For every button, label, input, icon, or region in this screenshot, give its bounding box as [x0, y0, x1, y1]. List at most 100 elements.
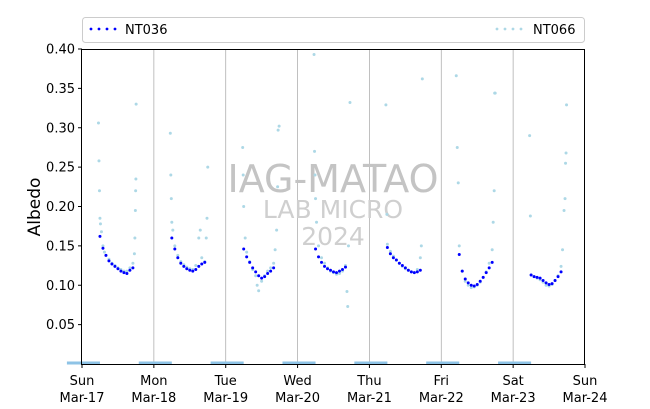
- watermark: IAG-MATAO LAB MICRO 2024: [227, 157, 438, 251]
- x-tick-label-day: Fri: [434, 374, 450, 389]
- data-point: [484, 271, 488, 275]
- data-point: [463, 277, 467, 281]
- data-point: [348, 101, 352, 105]
- y-tick-label: 0.40: [46, 43, 75, 58]
- data-point: [317, 244, 321, 248]
- data-point: [188, 268, 192, 272]
- watermark-line-2: LAB MICRO: [263, 195, 403, 224]
- data-point: [276, 185, 280, 189]
- data-point: [257, 289, 261, 293]
- data-point: [179, 261, 183, 265]
- x-tick-label-date: Mar-22: [419, 391, 464, 406]
- data-point: [466, 283, 470, 287]
- data-point: [98, 222, 102, 226]
- data-point: [273, 248, 277, 252]
- data-point: [104, 253, 108, 257]
- series-nt036: [98, 234, 563, 288]
- x-tick-label-date: Mar-23: [491, 391, 536, 406]
- data-point: [182, 264, 186, 268]
- data-point: [266, 271, 270, 275]
- data-point: [198, 228, 202, 232]
- legend-label-nt066: NT066: [533, 23, 575, 38]
- data-point: [493, 91, 497, 95]
- data-point: [406, 268, 410, 272]
- x-tick-label-day: Mon: [140, 374, 167, 389]
- data-point: [276, 128, 280, 132]
- data-point: [561, 248, 565, 252]
- data-point: [241, 173, 245, 177]
- data-point: [131, 266, 135, 270]
- x-tick-label-day: Thu: [356, 374, 381, 389]
- data-point: [418, 268, 422, 272]
- data-point: [168, 131, 172, 135]
- x-tick-label-day: Sun: [70, 374, 95, 389]
- data-point: [197, 264, 201, 268]
- data-point: [415, 270, 419, 274]
- data-point: [563, 197, 567, 201]
- data-point: [116, 267, 120, 271]
- data-point: [113, 264, 117, 268]
- data-point: [255, 283, 259, 287]
- data-point: [173, 244, 177, 248]
- data-point: [538, 276, 542, 280]
- data-point: [133, 236, 137, 240]
- data-point: [469, 286, 473, 290]
- data-point: [469, 283, 473, 287]
- data-points: [96, 53, 569, 309]
- legend-label-nt036: NT036: [125, 23, 167, 38]
- data-point: [312, 53, 316, 57]
- data-point: [491, 220, 495, 224]
- data-point: [133, 208, 137, 212]
- data-point: [346, 305, 350, 309]
- data-point: [257, 274, 261, 278]
- data-point: [266, 269, 270, 273]
- y-tick-label: 0.20: [46, 200, 75, 215]
- watermark-line-1: IAG-MATAO: [227, 157, 438, 201]
- data-point: [251, 266, 255, 270]
- data-point: [96, 121, 100, 125]
- data-point: [97, 189, 101, 193]
- data-point: [169, 173, 173, 177]
- data-point: [556, 275, 560, 279]
- y-axis: 0.05 0.10 0.15 0.20 0.25 0.30 0.35 0.40: [46, 43, 82, 333]
- data-point: [170, 220, 174, 224]
- data-point: [170, 236, 174, 240]
- legend-marker-nt066: [495, 27, 523, 31]
- y-tick-label: 0.25: [46, 161, 75, 176]
- vertical-gridlines: [153, 49, 514, 364]
- data-point: [455, 145, 459, 149]
- data-point: [472, 284, 476, 288]
- data-point: [169, 197, 173, 201]
- x-tick-label-day: Sun: [573, 374, 598, 389]
- data-point: [314, 197, 318, 201]
- x-tick-label-date: Mar-18: [131, 391, 176, 406]
- data-point: [248, 260, 252, 264]
- data-point: [460, 269, 464, 273]
- data-point: [529, 273, 533, 277]
- data-point: [132, 252, 136, 256]
- data-point: [394, 258, 398, 262]
- x-tick-label-day: Tue: [214, 374, 237, 389]
- data-point: [254, 274, 258, 278]
- data-point: [478, 279, 482, 283]
- data-point: [337, 271, 341, 275]
- data-point: [313, 173, 317, 177]
- x-tick-label-date: Mar-20: [275, 391, 320, 406]
- y-axis-label: Albedo: [25, 178, 45, 237]
- data-point: [345, 290, 349, 294]
- data-point: [131, 261, 135, 265]
- data-point: [547, 282, 551, 286]
- data-point: [535, 275, 539, 279]
- data-point: [457, 253, 461, 257]
- data-point: [203, 260, 207, 264]
- data-point: [176, 253, 180, 257]
- data-point: [559, 270, 563, 274]
- data-point: [564, 151, 568, 155]
- data-point: [254, 270, 258, 274]
- data-point: [544, 283, 548, 287]
- data-point: [102, 250, 106, 254]
- data-point: [98, 216, 102, 220]
- data-point: [194, 268, 198, 271]
- data-point: [191, 269, 195, 273]
- data-point: [320, 260, 324, 264]
